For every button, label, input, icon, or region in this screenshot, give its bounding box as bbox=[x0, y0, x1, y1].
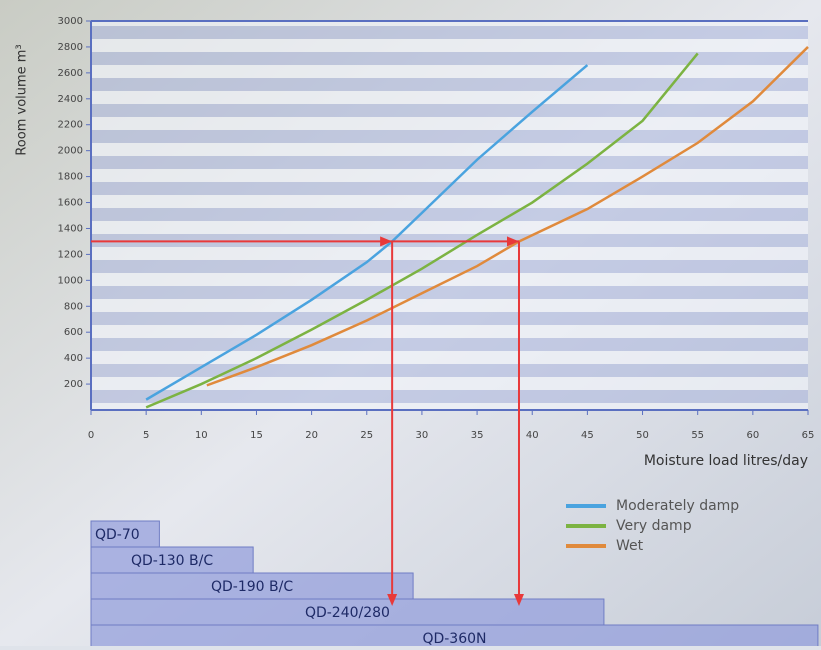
y-tick-label: 2400 bbox=[58, 94, 83, 105]
y-tick-label: 2800 bbox=[58, 42, 83, 53]
legend-label: Very damp bbox=[616, 518, 692, 534]
series-line bbox=[206, 46, 809, 387]
y-tick-label: 2000 bbox=[58, 146, 83, 157]
x-tick-label: 5 bbox=[143, 430, 149, 441]
legend-label: Wet bbox=[616, 538, 644, 554]
product-bar bbox=[90, 520, 160, 548]
y-tick-label: 3000 bbox=[58, 16, 83, 27]
legend-label: Moderately damp bbox=[616, 498, 739, 514]
y-tick-label: 2200 bbox=[58, 120, 83, 131]
y-tick-label: 1600 bbox=[58, 198, 83, 209]
x-tick-label: 40 bbox=[526, 430, 539, 441]
product-label: QD-360N bbox=[422, 631, 486, 646]
product-label: QD-130 B/C bbox=[131, 553, 213, 569]
plot-area bbox=[91, 21, 808, 410]
x-tick-label: 45 bbox=[581, 430, 594, 441]
product-label: QD-190 B/C bbox=[211, 579, 293, 595]
y-tick-label: 2600 bbox=[58, 68, 83, 79]
x-tick-label: 50 bbox=[636, 430, 649, 441]
x-tick-label: 30 bbox=[416, 430, 429, 441]
y-tick-label: 400 bbox=[64, 353, 83, 364]
series-line bbox=[145, 64, 589, 401]
x-tick-label: 55 bbox=[691, 430, 704, 441]
product-bar bbox=[90, 572, 414, 600]
x-tick-label: 10 bbox=[195, 430, 208, 441]
product-bar bbox=[90, 546, 254, 574]
marker-arrowhead bbox=[513, 594, 524, 606]
marker-arrowhead bbox=[506, 236, 519, 247]
product-label: QD-70 bbox=[95, 527, 140, 543]
series-line bbox=[145, 52, 699, 409]
x-tick-label: 15 bbox=[250, 430, 263, 441]
x-axis-title: Moisture load litres/day bbox=[644, 453, 808, 469]
y-tick-label: 200 bbox=[64, 379, 83, 390]
y-tick-label: 800 bbox=[64, 301, 83, 312]
y-tick-label: 1400 bbox=[58, 223, 83, 234]
x-tick-label: 0 bbox=[88, 430, 94, 441]
x-tick-label: 20 bbox=[305, 430, 318, 441]
marker-arrowhead bbox=[380, 236, 393, 247]
y-tick-label: 1800 bbox=[58, 172, 83, 183]
y-axis-title: Room volume m³ bbox=[15, 44, 30, 155]
x-tick-label: 25 bbox=[360, 430, 373, 441]
product-label: QD-240/280 bbox=[305, 605, 390, 621]
y-tick-label: 1000 bbox=[58, 275, 83, 286]
marker-arrowhead bbox=[387, 594, 398, 606]
y-tick-label: 1200 bbox=[58, 249, 83, 260]
x-tick-label: 35 bbox=[471, 430, 484, 441]
x-tick-label: 60 bbox=[746, 430, 759, 441]
x-tick-label: 65 bbox=[802, 430, 815, 441]
y-tick-label: 600 bbox=[64, 327, 83, 338]
